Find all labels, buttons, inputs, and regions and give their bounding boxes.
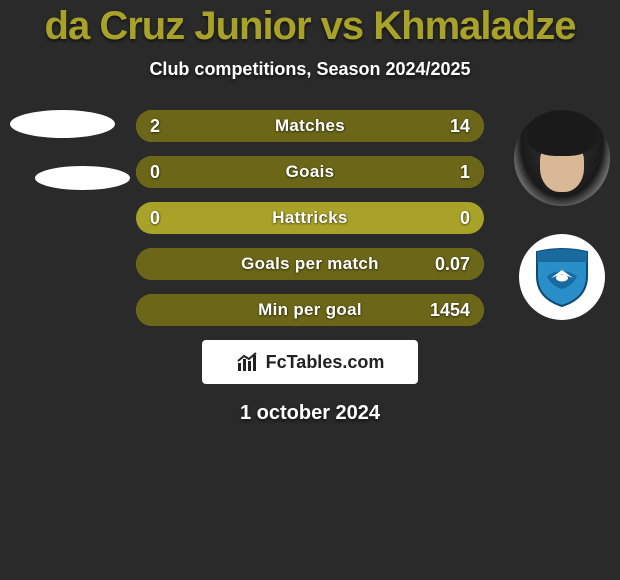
brand-label: FcTables.com: [266, 352, 385, 373]
stat-value-left: 0: [136, 162, 206, 183]
stat-row: 2Matches14: [136, 110, 484, 142]
page-title: da Cruz Junior vs Khmaladze: [0, 0, 620, 49]
player-left-photo-placeholder: [10, 110, 115, 138]
stat-value-right: 0: [414, 208, 484, 229]
player-left-avatars: [10, 110, 130, 190]
stat-row: Goals per match0.07: [136, 248, 484, 280]
stat-row: Min per goal1454: [136, 294, 484, 326]
chart-icon: [236, 351, 262, 373]
stat-bars: 2Matches140Goais10Hattricks0Goals per ma…: [136, 110, 484, 326]
stat-value-right: 0.07: [414, 254, 484, 275]
player-right-club-badge: [519, 234, 605, 320]
stat-label: Goals per match: [206, 254, 414, 274]
player-right-photo: [514, 110, 610, 206]
player-left-club-placeholder: [35, 166, 130, 190]
stat-value-right: 1: [414, 162, 484, 183]
shield-icon: [533, 246, 591, 308]
stat-label: Hattricks: [206, 208, 414, 228]
stat-row: 0Goais1: [136, 156, 484, 188]
stat-label: Matches: [206, 116, 414, 136]
stat-value-left: 0: [136, 208, 206, 229]
date-label: 1 october 2024: [0, 402, 620, 425]
stat-label: Min per goal: [206, 300, 414, 320]
subtitle: Club competitions, Season 2024/2025: [0, 59, 620, 80]
stat-row: 0Hattricks0: [136, 202, 484, 234]
stat-label: Goais: [206, 162, 414, 182]
stat-value-right: 14: [414, 116, 484, 137]
player-right-avatars: [514, 110, 610, 320]
stat-value-left: 2: [136, 116, 206, 137]
stat-value-right: 1454: [414, 300, 484, 321]
comparison-area: 2Matches140Goais10Hattricks0Goals per ma…: [0, 110, 620, 326]
brand-badge[interactable]: FcTables.com: [202, 340, 418, 384]
